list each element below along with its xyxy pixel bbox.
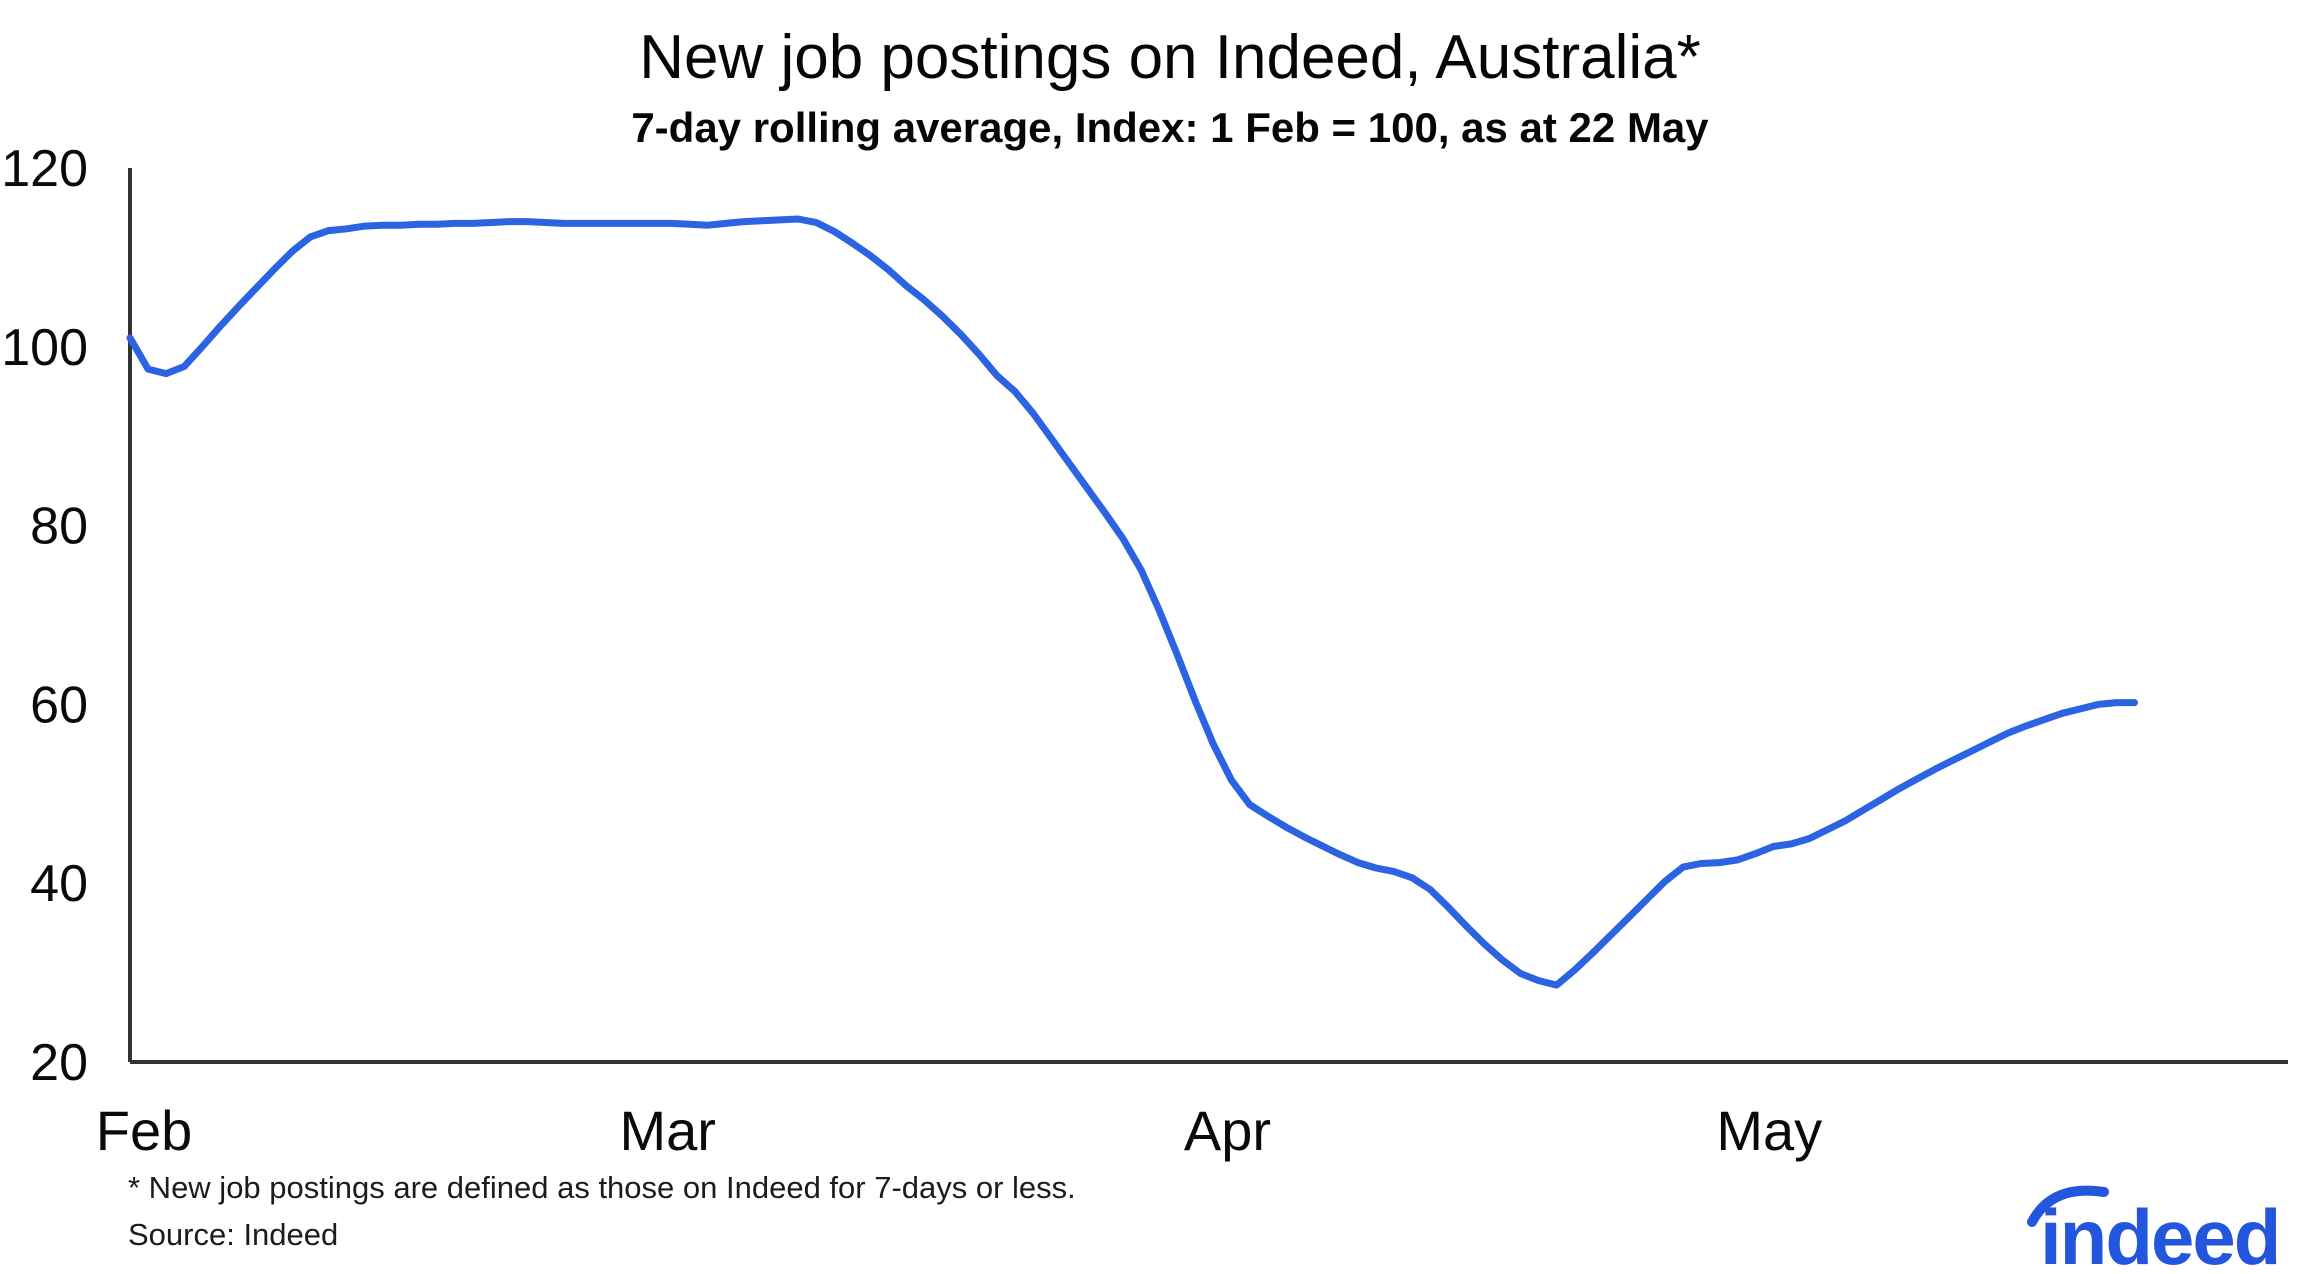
indeed-logo: indeed bbox=[2027, 1185, 2281, 1274]
indeed-logo-arc-icon bbox=[2027, 1185, 2109, 1227]
y-axis-tick-labels: 20 40 60 80 100 120 bbox=[1, 140, 88, 1092]
chart-subtitle: 7-day rolling average, Index: 1 Feb = 10… bbox=[631, 104, 1709, 151]
y-tick-label: 100 bbox=[1, 319, 88, 377]
y-tick-label: 40 bbox=[30, 855, 88, 913]
x-tick-label: Mar bbox=[619, 1099, 715, 1162]
footnote-source: Source: Indeed bbox=[128, 1217, 338, 1252]
indeed-logo-text: indeed bbox=[2040, 1193, 2279, 1274]
x-axis-tick-labels: Feb Mar Apr May bbox=[96, 1099, 1822, 1162]
x-tick-label: Feb bbox=[96, 1099, 193, 1162]
axes bbox=[128, 168, 2288, 1064]
chart-title: New job postings on Indeed, Australia* bbox=[639, 23, 1701, 92]
data-line-new-job-postings bbox=[126, 215, 2138, 989]
y-tick-label: 20 bbox=[30, 1034, 88, 1092]
x-tick-label: May bbox=[1716, 1099, 1822, 1162]
y-tick-label: 80 bbox=[30, 498, 88, 556]
y-tick-label: 120 bbox=[1, 140, 88, 198]
y-tick-label: 60 bbox=[30, 676, 88, 734]
footnote-definition: * New job postings are defined as those … bbox=[128, 1170, 1076, 1205]
x-tick-label: Apr bbox=[1184, 1099, 1271, 1162]
